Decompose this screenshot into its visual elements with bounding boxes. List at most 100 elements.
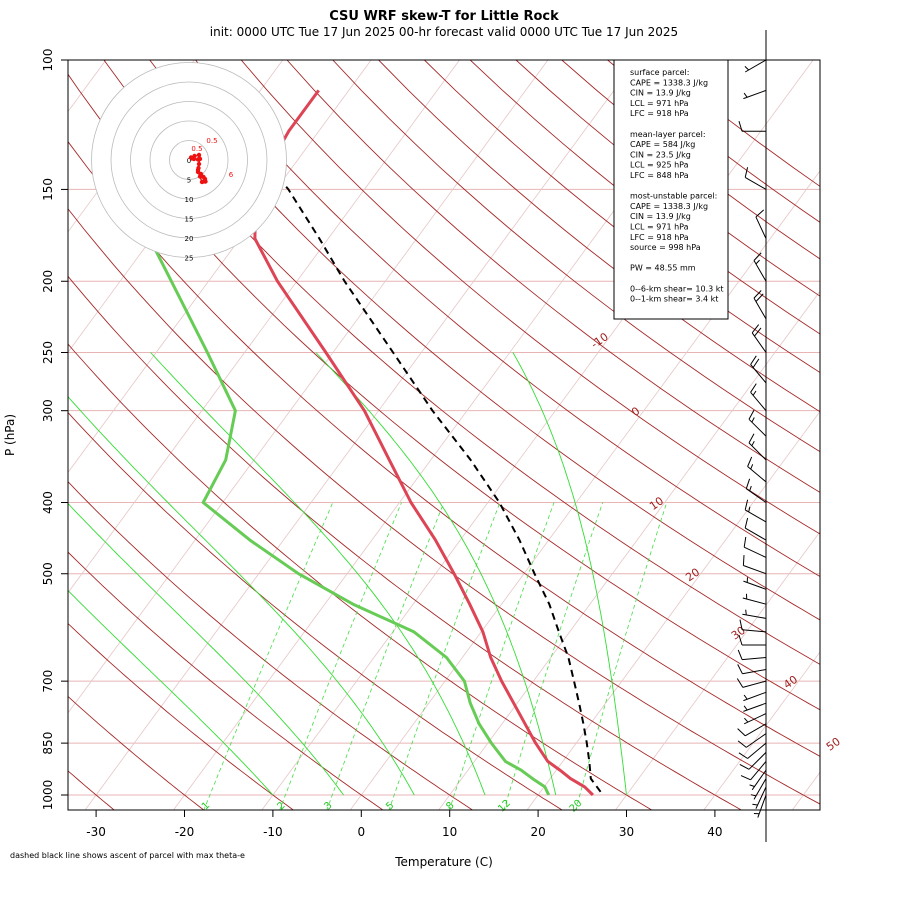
wind-barb xyxy=(750,383,767,412)
chart-subtitle: init: 0000 UTC Tue 17 Jun 2025 00-hr for… xyxy=(210,25,678,39)
hodograph-ring xyxy=(169,140,209,180)
wind-barb xyxy=(743,691,767,702)
hodograph: 0 5 10 15 20 25 0.5 0.5 6 xyxy=(91,62,287,263)
info-box-line: 0--1-km shear= 3.4 kt xyxy=(630,295,718,304)
mixing-ratio-line xyxy=(279,502,402,810)
info-box-line: CAPE = 584 J/kg xyxy=(630,140,695,149)
wind-barb xyxy=(736,678,767,688)
wind-barb xyxy=(753,290,767,320)
wind-barb xyxy=(737,649,767,661)
mixing-ratio-line xyxy=(503,502,604,810)
isotherm-label: 50 xyxy=(824,735,843,754)
dry-adiabat xyxy=(68,73,820,711)
dry-adiabat xyxy=(240,60,820,535)
x-tick-label: -20 xyxy=(175,825,195,839)
wind-barb xyxy=(738,634,766,646)
isotherm-line xyxy=(791,771,820,810)
hodograph-point xyxy=(191,156,197,162)
wind-barb xyxy=(743,536,767,558)
mixing-ratio-line xyxy=(326,502,445,810)
dry-adiabat xyxy=(378,60,820,413)
wind-barb xyxy=(749,769,767,791)
dry-adiabat xyxy=(68,343,653,810)
wind-barb xyxy=(743,713,767,725)
hodograph-point xyxy=(197,156,203,162)
wind-barb xyxy=(753,794,767,818)
dry-adiabat xyxy=(68,140,820,757)
dry-adiabat xyxy=(286,60,820,493)
y-tick-label: 250 xyxy=(41,341,55,364)
dry-adiabat xyxy=(68,551,384,810)
hodograph-point xyxy=(199,179,205,185)
isotherm-line xyxy=(526,410,820,810)
wind-barb xyxy=(748,433,767,461)
x-tick-label: 10 xyxy=(442,825,457,839)
wind-barbs xyxy=(736,30,767,842)
x-axis-label: Temperature (C) xyxy=(394,855,493,869)
plot-frame xyxy=(67,59,821,811)
info-box-line: LCL = 925 hPa xyxy=(630,161,689,170)
x-tick-label: -30 xyxy=(86,825,106,839)
info-box-line: surface parcel: xyxy=(630,68,689,77)
wind-barb xyxy=(739,619,767,633)
wind-barb xyxy=(755,209,767,239)
wind-barb xyxy=(750,778,767,800)
hodograph-ring-label: 5 xyxy=(187,177,191,185)
isotherm-line xyxy=(68,60,460,594)
info-box-line: PW = 48.55 mm xyxy=(630,264,696,273)
y-tick-label: 500 xyxy=(41,562,55,585)
wind-barb xyxy=(751,324,767,353)
dry-adiabat xyxy=(68,481,474,810)
hodograph-point xyxy=(196,152,202,158)
mixing-ratio-line xyxy=(203,502,334,810)
dry-adiabat xyxy=(68,695,205,810)
chart-title: CSU WRF skew-T for Little Rock xyxy=(329,9,559,24)
y-tick-label: 850 xyxy=(41,732,55,755)
hodograph-point-label: 0.5 xyxy=(191,145,202,153)
moist-adiabat xyxy=(512,352,627,796)
wind-barb xyxy=(737,723,767,737)
info-box-line: CIN = 13.9 J/kg xyxy=(630,212,691,221)
hodograph-ring xyxy=(110,81,268,239)
info-box-line: LCL = 971 hPa xyxy=(630,99,689,108)
info-box-line: mean-layer parcel: xyxy=(630,130,706,139)
isotherm-line xyxy=(68,60,549,714)
dry-adiabat xyxy=(561,60,820,260)
wind-barb xyxy=(738,742,767,759)
wind-barb xyxy=(743,702,767,712)
wind-barb xyxy=(745,478,767,503)
mixing-ratio-label: 3 xyxy=(322,800,334,812)
mixing-ratio-label: 12 xyxy=(496,798,513,815)
wind-barb xyxy=(744,499,767,523)
isotherm-label: 20 xyxy=(683,566,702,585)
wind-barb xyxy=(742,555,767,575)
wind-barb xyxy=(737,664,767,675)
y-tick-label: 1000 xyxy=(41,780,55,811)
hodograph-point xyxy=(196,161,202,167)
isotherm-line xyxy=(84,60,637,810)
isotherm-line xyxy=(438,290,820,810)
wind-barb xyxy=(753,252,767,282)
hodograph-point xyxy=(195,169,201,175)
mixing-ratio-line xyxy=(449,502,555,810)
dry-adiabat xyxy=(332,60,820,453)
wind-barb xyxy=(752,786,767,809)
isotherm-line xyxy=(349,170,820,810)
wind-barb xyxy=(737,733,767,748)
wind-barb xyxy=(748,409,767,437)
isotherm-line xyxy=(703,651,820,810)
info-box-line: 0--6-km shear= 10.3 kt xyxy=(630,284,724,293)
info-box-line: source = 998 hPa xyxy=(630,243,701,252)
info-box-line: most-unstable parcel: xyxy=(630,192,717,201)
info-box-line: LCL = 971 hPa xyxy=(630,223,689,232)
hodograph-ring-label: 25 xyxy=(185,255,194,263)
footnote: dashed black line shows ascent of parcel… xyxy=(10,851,245,860)
wind-barb xyxy=(743,89,767,100)
wind-barb xyxy=(740,761,767,781)
moist-adiabat xyxy=(68,502,344,796)
dry-adiabat xyxy=(195,60,820,578)
y-tick-label: 200 xyxy=(41,270,55,293)
moist-adiabat xyxy=(68,396,415,796)
dry-adiabat xyxy=(68,411,563,810)
